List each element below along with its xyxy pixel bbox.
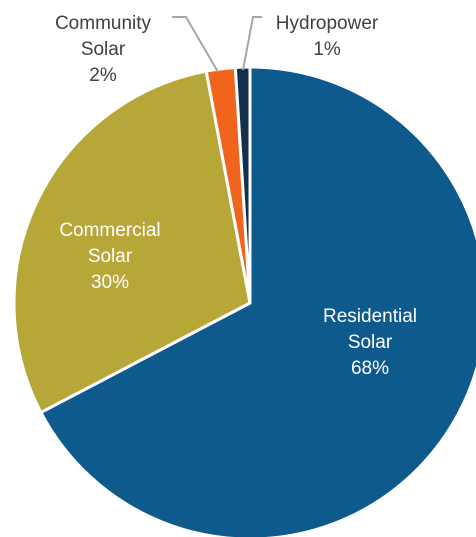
slice-label-community-solar: Community Solar 2% [55, 13, 152, 86]
leader-line-hydropower [242, 16, 262, 71]
leader-line-community-solar [172, 16, 219, 73]
slice-label-commercial-solar: Commercial Solar 30% [59, 220, 160, 293]
slice-label-hydropower: Hydropower 1% [276, 13, 379, 60]
slice-labels: Residential Solar 68% Commercial Solar 30% Com… [55, 13, 417, 379]
pie-slices [12, 65, 476, 537]
pie-slice-residential-solar [39, 65, 476, 537]
leader-lines [172, 16, 262, 73]
slice-label-residential-solar: Residential Solar 68% [323, 306, 417, 379]
pie-slice-commercial-solar [12, 69, 252, 414]
